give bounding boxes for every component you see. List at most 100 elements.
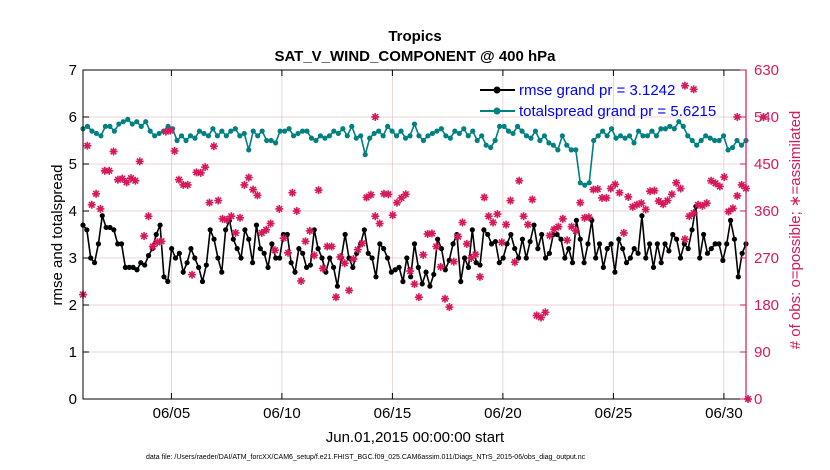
obs-point-38 xyxy=(244,173,253,182)
totalspread-point-64 xyxy=(367,135,373,141)
obs-point-128 xyxy=(637,199,646,208)
totalspread-point-133 xyxy=(676,119,682,125)
totalspread-point-76 xyxy=(420,137,427,144)
rmse-point-146 xyxy=(643,255,649,261)
rmse-point-144 xyxy=(635,250,641,256)
rmse-point-68 xyxy=(342,231,348,238)
rmse-point-43 xyxy=(246,236,252,242)
rmse-point-82 xyxy=(396,264,402,270)
obs-point-67 xyxy=(371,212,380,221)
rmse-point-25 xyxy=(176,250,182,256)
rmse-point-162 xyxy=(704,250,711,256)
totalspread-point-15 xyxy=(147,128,153,134)
rmse-point-108 xyxy=(496,260,502,266)
y-tick-left-label-6: 6 xyxy=(69,109,77,126)
totalspread-point-129 xyxy=(658,126,664,132)
rmse-point-39 xyxy=(230,236,236,242)
rmse-point-109 xyxy=(500,255,506,261)
totalspread-point-59 xyxy=(344,133,350,139)
rmse-point-65 xyxy=(330,264,337,270)
totalspread-point-93 xyxy=(497,123,503,129)
rmse-point-1 xyxy=(84,227,90,233)
obs-spike-2 xyxy=(689,85,698,94)
rmse-point-2 xyxy=(88,255,94,261)
obs-point-124 xyxy=(619,228,628,237)
totalspread-point-126 xyxy=(644,133,651,139)
obs-point-21 xyxy=(170,146,179,155)
totalspread-point-82 xyxy=(447,135,453,141)
obs-point-88 xyxy=(462,239,471,248)
obs-point-24 xyxy=(183,180,192,189)
rmse-point-167 xyxy=(724,241,730,247)
totalspread-point-4 xyxy=(98,133,104,139)
obs-point-122 xyxy=(611,180,620,189)
rmse-point-11 xyxy=(122,264,128,270)
totalspread-point-107 xyxy=(559,133,565,139)
rmse-point-100 xyxy=(465,264,472,270)
y-tick-right-label-6: 540 xyxy=(754,109,779,126)
rmse-point-74 xyxy=(365,250,371,256)
totalspread-point-79 xyxy=(434,128,440,134)
rmse-point-127 xyxy=(569,260,576,266)
obs-point-50 xyxy=(297,276,306,285)
totalspread-point-95 xyxy=(505,128,512,134)
rmse-point-86 xyxy=(411,241,418,247)
obs-point-36 xyxy=(236,213,245,222)
totalspread-point-34 xyxy=(232,126,238,132)
totalspread-point-84 xyxy=(456,130,462,137)
rmse-point-28 xyxy=(188,246,194,252)
rmse-point-171 xyxy=(739,250,745,256)
totalspread-point-62 xyxy=(358,133,364,139)
rmse-point-107 xyxy=(492,238,499,245)
obs-point-46 xyxy=(279,234,288,243)
totalspread-point-11 xyxy=(129,121,135,127)
totalspread-point-17 xyxy=(156,130,162,137)
rmse-point-160 xyxy=(697,255,703,261)
x-tick-label-5: 06/30 xyxy=(705,405,743,422)
legend-rmse-marker xyxy=(493,86,501,94)
rmse-point-155 xyxy=(677,255,684,261)
rmse-point-29 xyxy=(192,255,198,261)
rmse-point-154 xyxy=(674,236,680,242)
totalspread-point-145 xyxy=(729,144,736,151)
rmse-point-8 xyxy=(111,227,117,233)
rmse-point-78 xyxy=(381,246,387,252)
y-tick-right-label-5: 450 xyxy=(754,156,779,173)
obs-point-82 xyxy=(436,262,445,271)
totalspread-point-57 xyxy=(335,130,341,137)
totalspread-point-47 xyxy=(290,133,297,139)
totalspread-point-124 xyxy=(635,128,642,134)
rmse-point-112 xyxy=(512,246,518,252)
obs-point-66 xyxy=(366,190,375,199)
rmse-point-59 xyxy=(307,262,314,268)
rmse-point-137 xyxy=(608,241,614,247)
obs-point-138 xyxy=(680,235,689,244)
rmse-point-57 xyxy=(300,250,306,256)
rmse-point-6 xyxy=(103,224,109,231)
totalspread-point-69 xyxy=(389,128,395,134)
obs-point-91 xyxy=(475,272,484,281)
totalspread-point-24 xyxy=(187,133,194,139)
rmse-point-117 xyxy=(531,222,537,228)
obs-point-143 xyxy=(702,199,711,208)
totalspread-point-117 xyxy=(604,133,610,139)
totalspread-point-52 xyxy=(313,137,319,144)
obs-point-111 xyxy=(563,236,572,245)
rmse-point-115 xyxy=(523,255,529,261)
totalspread-series xyxy=(80,116,749,188)
legend-totalspread-label: totalspread grand pr = 5.6215 xyxy=(519,103,716,120)
obs-point-116 xyxy=(584,213,593,222)
totalspread-point-48 xyxy=(295,130,301,137)
totalspread-point-73 xyxy=(407,133,413,139)
totalspread-point-134 xyxy=(680,123,686,129)
obs-point-57 xyxy=(327,242,336,251)
rmse-point-51 xyxy=(276,255,283,261)
rmse-point-41 xyxy=(238,255,244,261)
obs-point-1 xyxy=(83,141,92,150)
rmse-point-125 xyxy=(562,255,568,261)
obs-point-48 xyxy=(288,188,297,197)
obs-point-150 xyxy=(733,191,742,200)
totalspread-point-90 xyxy=(483,142,489,148)
rmse-point-66 xyxy=(334,283,341,289)
